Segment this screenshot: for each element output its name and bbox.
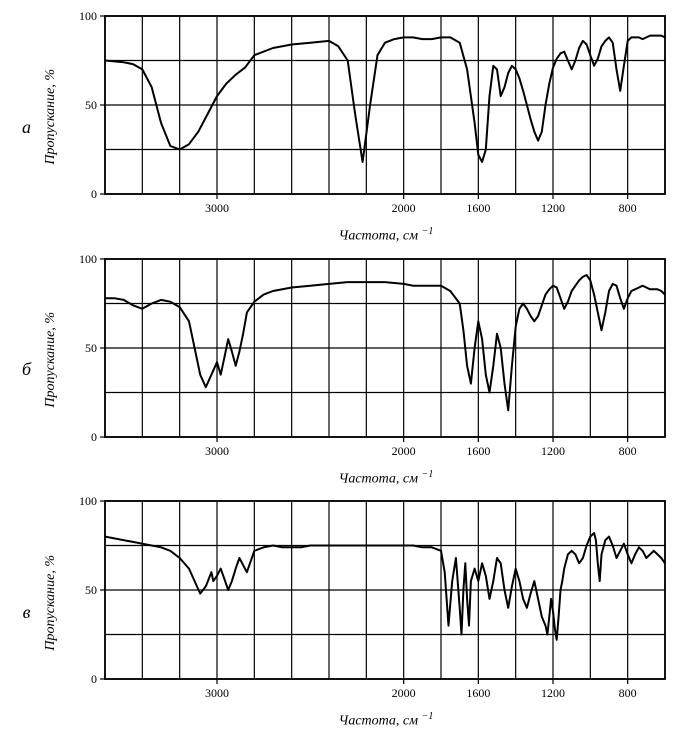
- svg-text:3000: 3000: [205, 444, 229, 458]
- svg-text:0: 0: [91, 672, 97, 686]
- svg-text:100: 100: [79, 495, 97, 508]
- y-axis-label: Пропускание, %: [43, 312, 59, 408]
- spectrum-line-b: [105, 275, 665, 410]
- y-axis-label: Пропускание, %: [43, 555, 59, 651]
- svg-text:50: 50: [85, 583, 97, 597]
- svg-text:800: 800: [619, 444, 637, 458]
- spectrum-panel-a: аПропускание, % 0 50 100 3000 2000 1600 1200 800…: [10, 10, 687, 245]
- svg-text:1200: 1200: [541, 686, 565, 700]
- panel-label-v: в: [10, 602, 43, 623]
- svg-text:50: 50: [85, 98, 97, 112]
- spectrum-chart-a: 0 50 100 3000 2000 1600 1200 800: [63, 10, 671, 224]
- spectrum-chart-b: 0 50 100 3000 2000 1600 1200 800: [63, 253, 671, 467]
- svg-text:100: 100: [79, 10, 97, 23]
- x-axis-label: Частота, см −1: [61, 469, 669, 488]
- x-axis-label: Частота, см −1: [61, 711, 669, 730]
- svg-text:3000: 3000: [205, 201, 229, 215]
- svg-text:1200: 1200: [541, 444, 565, 458]
- panel-label-a: а: [10, 117, 43, 138]
- svg-text:2000: 2000: [392, 686, 416, 700]
- svg-text:1600: 1600: [466, 444, 490, 458]
- svg-text:50: 50: [85, 341, 97, 355]
- x-axis-label: Частота, см −1: [61, 226, 669, 245]
- svg-text:0: 0: [91, 187, 97, 201]
- svg-text:2000: 2000: [392, 201, 416, 215]
- svg-text:100: 100: [79, 253, 97, 266]
- spectrum-panel-b: бПропускание, % 0 50 100 3000 2000 1600 1200 800…: [10, 253, 687, 488]
- svg-text:1600: 1600: [466, 201, 490, 215]
- y-axis-label: Пропускание, %: [43, 69, 59, 165]
- spectrum-line-v: [105, 533, 665, 640]
- svg-text:800: 800: [619, 201, 637, 215]
- spectrum-panel-v: вПропускание, % 0 50 100 3000 2000 1600 1200 800…: [10, 495, 687, 730]
- svg-text:0: 0: [91, 430, 97, 444]
- panel-label-b: б: [10, 359, 43, 380]
- svg-text:3000: 3000: [205, 686, 229, 700]
- svg-text:1600: 1600: [466, 686, 490, 700]
- svg-text:1200: 1200: [541, 201, 565, 215]
- spectrum-chart-v: 0 50 100 3000 2000 1600 1200 800: [63, 495, 671, 709]
- svg-text:800: 800: [619, 686, 637, 700]
- svg-text:2000: 2000: [392, 444, 416, 458]
- spectrum-line-a: [105, 36, 665, 162]
